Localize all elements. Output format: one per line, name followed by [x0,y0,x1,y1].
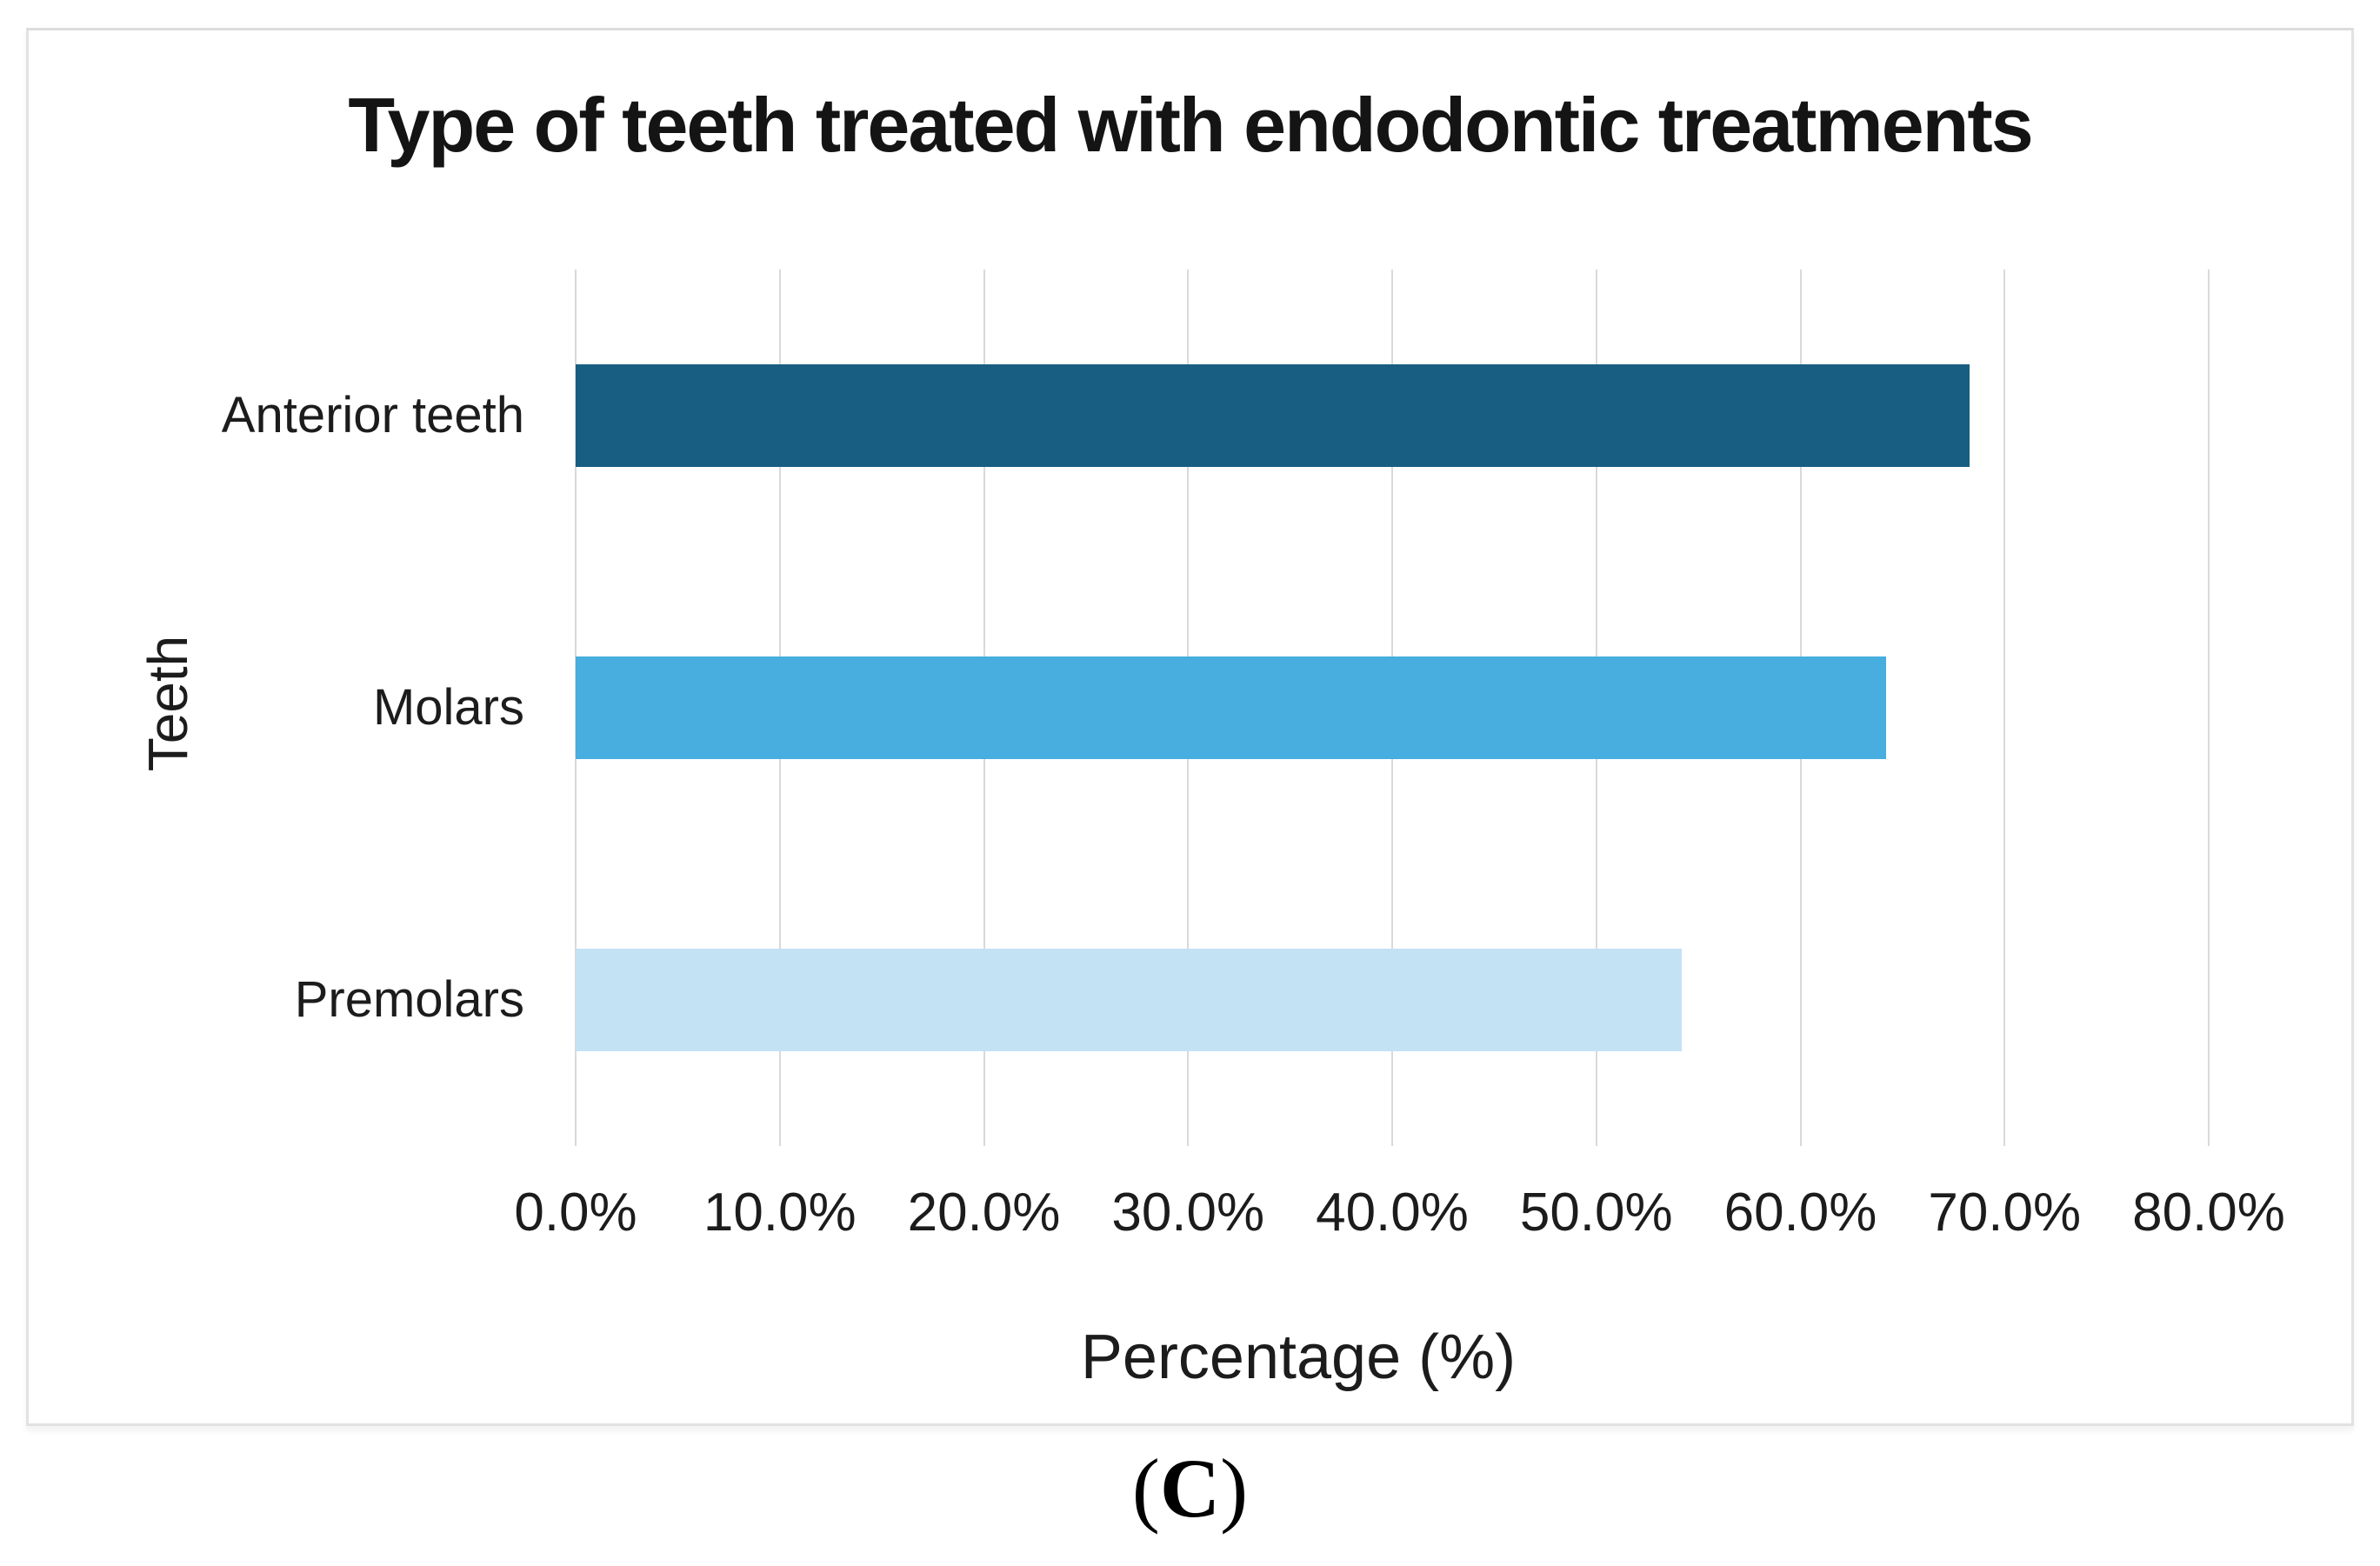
bar-premolars [576,949,1683,1051]
x-tick-label: 70.0% [1928,1183,2082,1243]
x-tick-label: 50.0% [1519,1183,1673,1243]
x-tick-label: 20.0% [907,1183,1061,1243]
caption-close-paren: ) [1220,1442,1249,1535]
caption-letter: C [1159,1442,1221,1535]
figure-caption: (C) [0,1445,2380,1532]
category-label: Molars [372,679,524,736]
x-tick-label: 40.0% [1316,1183,1469,1243]
category-label: Premolars [294,971,524,1028]
x-tick-label: 10.0% [703,1183,857,1243]
x-tick-label: 30.0% [1111,1183,1265,1243]
chart-panel: Type of teeth treated with endodontic tr… [26,28,2354,1426]
caption-open-paren: ( [1131,1442,1160,1535]
vertical-gridline [2003,270,2006,1146]
bar-molars [576,656,1887,759]
x-tick-label: 0.0% [514,1183,637,1243]
bar-anterior-teeth [576,363,1970,467]
category-label: Anterior teeth [221,386,524,443]
x-axis-title: Percentage (%) [1080,1323,1517,1392]
plot-area: 0.0% 10.0% 20.0% 30.0% 40.0% 50.0% 60.0% 70.0% 8… [222,270,2285,1243]
y-axis-title: Teeth [137,635,199,772]
chart-title: Type of teeth treated with endodontic tr… [348,82,2033,168]
x-tick-label: 80.0% [2132,1183,2285,1243]
vertical-gridline [2208,270,2210,1146]
x-tick-label: 60.0% [1723,1183,1877,1243]
